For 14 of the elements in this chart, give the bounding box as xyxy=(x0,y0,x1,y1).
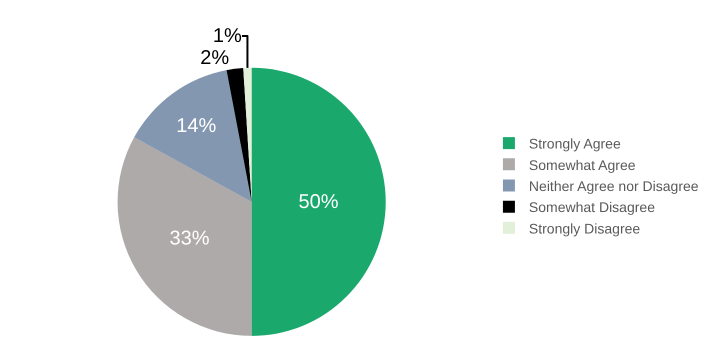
data-label: 50% xyxy=(298,190,339,213)
pie-slice xyxy=(252,68,386,336)
pie-slice xyxy=(118,137,252,336)
legend-label: Somewhat Disagree xyxy=(528,199,656,216)
pie-slice xyxy=(134,70,252,202)
pie-slice xyxy=(226,68,252,202)
legend-label: Strongly Agree xyxy=(528,136,621,152)
legend-label: Strongly Disagree xyxy=(528,220,640,236)
data-label: 1% xyxy=(212,25,242,48)
data-label: 33% xyxy=(170,228,210,250)
data-label: 2% xyxy=(200,47,230,70)
legend-label: Somewhat Agree xyxy=(528,156,636,173)
data-label: 14% xyxy=(176,114,216,137)
legend-label: Neither Agree nor Disagree xyxy=(528,178,699,194)
